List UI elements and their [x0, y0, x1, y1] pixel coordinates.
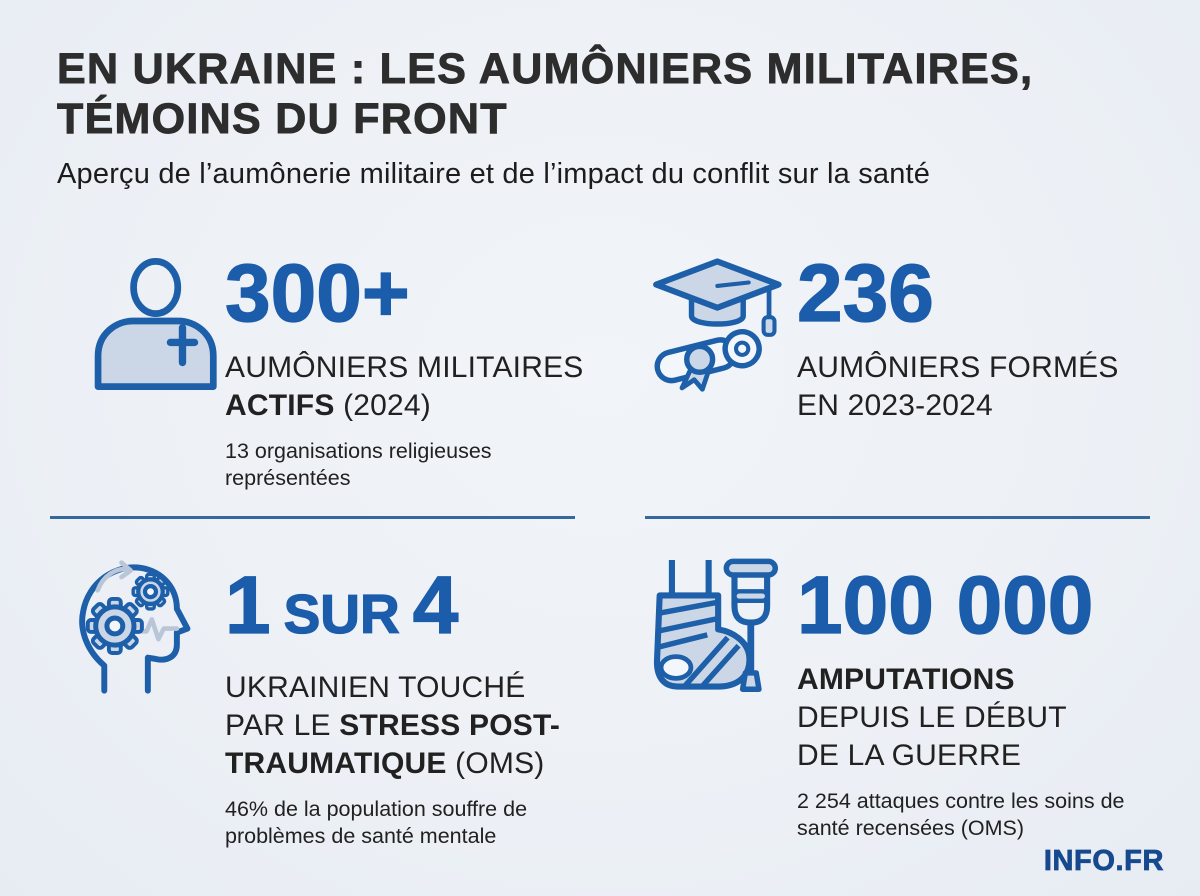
- stat-trained-label: AUMÔNIERS FORMÉS EN 2023-2024: [797, 351, 1119, 422]
- title-line-2: TÉMOINS DU FRONT: [57, 95, 508, 144]
- head-gears-icon: [66, 554, 198, 694]
- stat-chaplains-value: 300+: [224, 248, 410, 339]
- stat-ptsd-value: 1 SUR 4: [224, 560, 459, 651]
- stat-chaplains: 300+ AUMÔNIERS MILITAIRES ACTIFS (2024) …: [224, 248, 584, 492]
- stat-amputations-value: 100 000: [796, 560, 1094, 651]
- header: EN UKRAINE : LES AUMÔNIERS MILITAIRES, T…: [57, 44, 1033, 191]
- label-line: ACTIFS (2024): [225, 389, 431, 422]
- stat-chaplains-label: AUMÔNIERS MILITAIRES ACTIFS (2024): [225, 349, 584, 425]
- divider-left: [50, 516, 575, 519]
- chaplain-cross-icon: [86, 258, 220, 392]
- stat-amputations: 100 000 AMPUTATIONS DEPUIS LE DÉBUT DE L…: [796, 560, 1125, 842]
- brand-logo: INFO.FR: [1043, 845, 1164, 878]
- title-line-1: EN UKRAINE : LES AUMÔNIERS MILITAIRES,: [57, 45, 1034, 94]
- stat-amputations-label: AMPUTATIONS DEPUIS LE DÉBUT DE LA GUERRE: [797, 663, 1067, 772]
- stat-trained-value: 236: [796, 248, 934, 339]
- stat-amputations-note: 2 254 attaques contre les soins de santé…: [797, 789, 1125, 840]
- stat-trained: 236 AUMÔNIERS FORMÉS EN 2023-2024: [796, 248, 1119, 425]
- stat-ptsd: 1 SUR 4 UKRAINIEN TOUCHÉ PAR LE STRESS POS…: [224, 560, 561, 850]
- stat-chaplains-note: 13 organisations religieuses représentée…: [225, 439, 492, 490]
- graduation-diploma-icon: [645, 256, 787, 392]
- stat-ptsd-note: 46% de la population souffre de problème…: [225, 797, 528, 848]
- page-subtitle: Aperçu de l’aumônerie militaire et de l’…: [57, 158, 931, 190]
- label-line: AUMÔNIERS MILITAIRES: [225, 351, 584, 384]
- divider-right: [645, 516, 1150, 519]
- stat-ptsd-label: UKRAINIEN TOUCHÉ PAR LE STRESS POST- TRA…: [225, 671, 561, 780]
- cast-crutch-icon: [642, 556, 778, 696]
- page-title: EN UKRAINE : LES AUMÔNIERS MILITAIRES, T…: [57, 44, 1033, 144]
